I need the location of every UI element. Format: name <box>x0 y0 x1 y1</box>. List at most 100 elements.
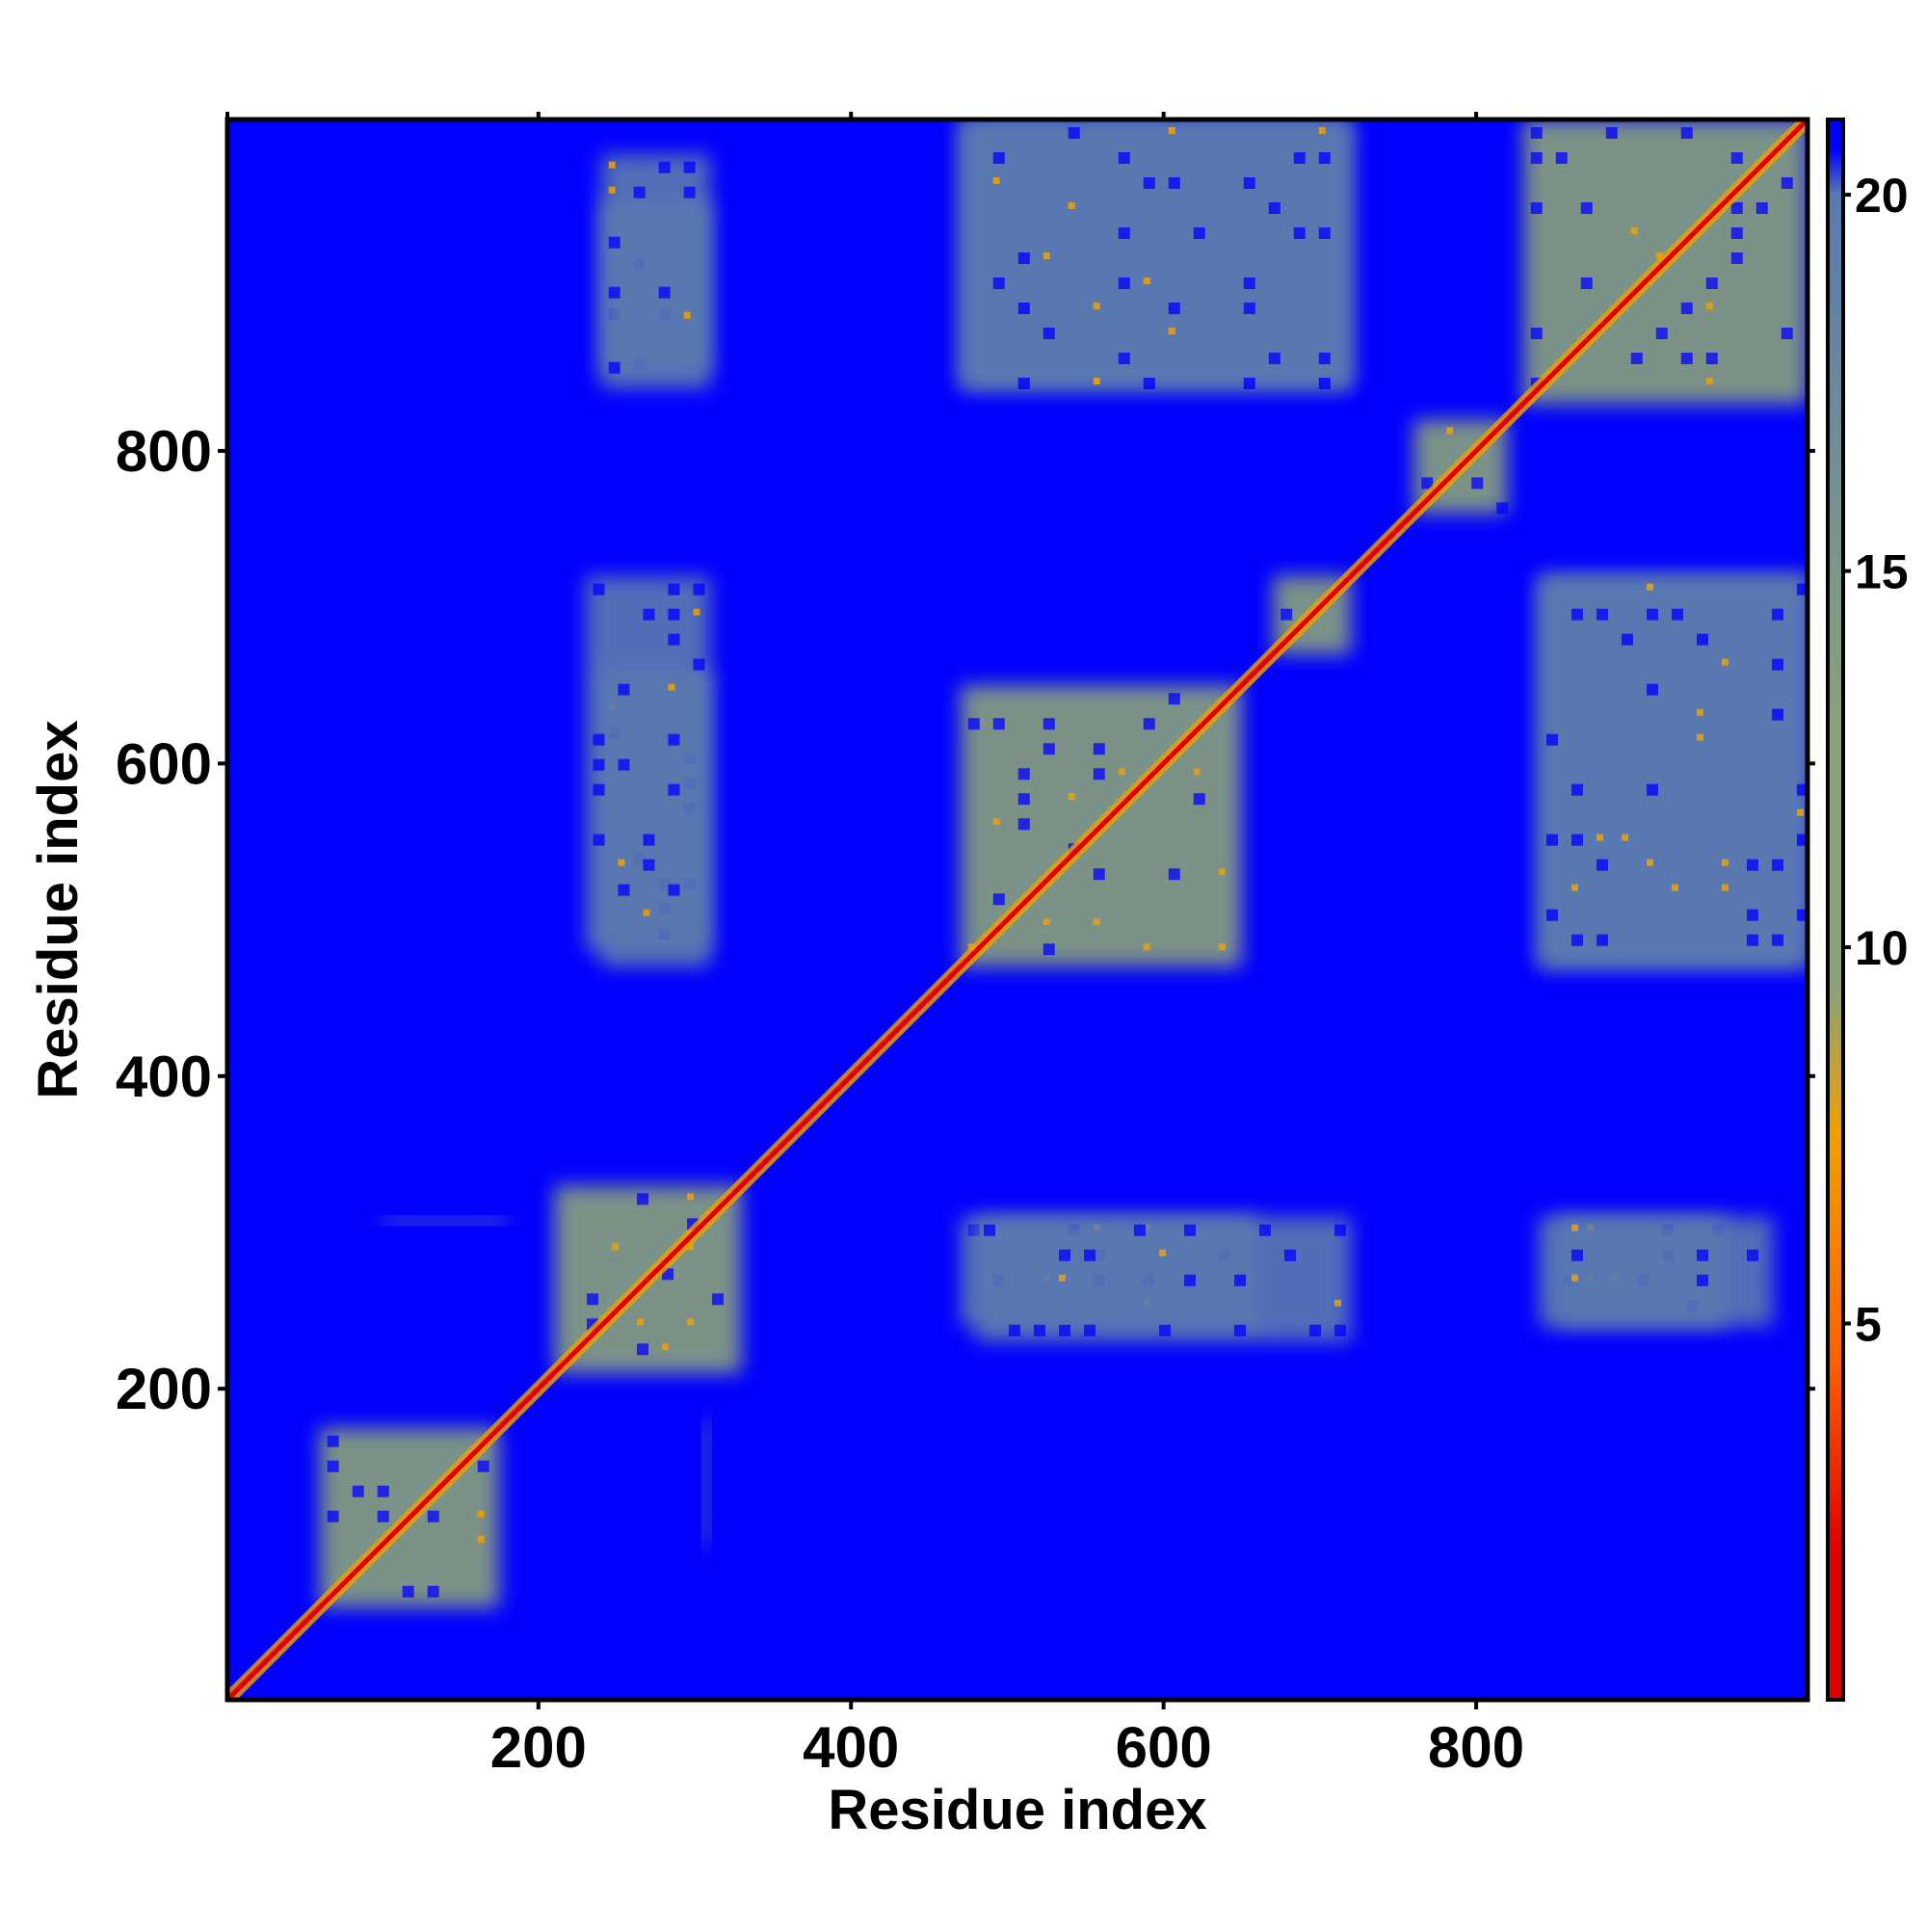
y-tick-label: 400 <box>116 1045 212 1109</box>
offdiag-block-4-gap <box>1284 1249 1297 1261</box>
domain-block-1-gap <box>327 1460 339 1472</box>
offdiag-block-5-gap <box>1571 834 1583 846</box>
domain-block-3-gap <box>1017 793 1030 806</box>
domain-block-6-gap <box>1781 328 1793 339</box>
offdiag-block-mirror-4-gap <box>668 608 680 621</box>
offdiag-block-4-hotspot <box>1159 1249 1167 1257</box>
offdiag-block-mirror-4-hotspot <box>693 608 700 616</box>
domain-block-2-hotspot <box>662 1343 670 1351</box>
offdiag-block-mirror-5-gap <box>1243 378 1255 389</box>
domain-block-3-hotspot <box>1193 768 1201 776</box>
offdiag-block-5-gap <box>1771 708 1783 721</box>
offdiag-block-4-gap <box>1334 1324 1347 1337</box>
domain-block-3-hotspot <box>1043 918 1050 926</box>
offdiag-block-mirror-6-hotspot <box>608 161 616 169</box>
offdiag-block-mirror-5-gap <box>1193 227 1205 239</box>
offdiag-block-5-hotspot <box>1721 884 1729 891</box>
offdiag-block-5-gap <box>1596 934 1608 946</box>
offdiag-block-mirror-5-hotspot <box>1168 328 1175 334</box>
offdiag-block-5-gap <box>1771 658 1783 671</box>
offdiag-block-5-gap <box>1646 683 1658 696</box>
domain-block-3-gap <box>1093 768 1105 781</box>
offdiag-block-mirror-5-gap <box>1243 303 1255 314</box>
domain-block-1-gap <box>377 1510 389 1522</box>
offdiag-block-5-gap <box>1746 934 1758 946</box>
domain-block-2-hotspot <box>687 1243 695 1251</box>
offdiag-block-mirror-5-gap <box>1043 328 1055 339</box>
domain-block-1-gap <box>402 1585 414 1598</box>
domain-block-6-gap <box>1530 152 1543 164</box>
offdiag-block-5-hotspot <box>1721 859 1729 866</box>
domain-block-1-gap <box>427 1585 439 1598</box>
offdiag-block-6-gap <box>1571 1249 1583 1261</box>
offdiag-block-4-gap <box>1184 1274 1197 1286</box>
offdiag-block-4-gap <box>1309 1324 1322 1337</box>
offdiag-block-4-hotspot <box>1059 1274 1067 1282</box>
domain-block-3-hotspot <box>1118 768 1125 776</box>
offdiag-block-mirror-4-gap <box>693 583 705 595</box>
offdiag-block-mirror-4-hotspot <box>643 909 650 916</box>
offdiag-block-mirror-5-gap <box>1318 152 1331 164</box>
offdiag-block-mirror-5-hotspot <box>1093 378 1100 384</box>
domain-block-3-gap <box>1168 868 1180 881</box>
offdiag-block-mirror-6-gap <box>658 161 671 173</box>
domain-block-3-gap <box>992 893 1005 906</box>
domain-block-1-hotspot <box>477 1535 485 1543</box>
offdiag-block-mirror-5-gap <box>1143 378 1155 389</box>
offdiag-block-mirror-6-hotspot <box>608 186 616 194</box>
domain-block-1-gap <box>477 1460 489 1472</box>
offdiag-block-mirror-7 <box>702 1419 711 1546</box>
offdiag-block-6-fill <box>1538 1216 1774 1327</box>
offdiag-block-5-hotspot <box>1596 834 1603 841</box>
offdiag-block-4-gap <box>1234 1274 1247 1286</box>
domain-block-6-gap <box>1655 328 1668 339</box>
domain-block-2-gap <box>637 1193 649 1205</box>
domain-block-6-gap <box>1705 353 1718 364</box>
offdiag-block-5-gap <box>1571 608 1583 621</box>
domain-block-1-gap <box>377 1485 389 1497</box>
offdiag-block-4-fill <box>976 1216 1352 1342</box>
domain-block-2-hotspot <box>687 1193 695 1201</box>
offdiag-block-mirror-4 <box>585 575 711 951</box>
offdiag-block-mirror-6-gap <box>633 186 646 198</box>
domain-block-6-hotspot <box>1655 252 1663 259</box>
y-axis-title: Residue index <box>27 720 90 1098</box>
offdiag-block-5-gap <box>1796 583 1808 595</box>
offdiag-block-4-gap <box>1009 1324 1021 1337</box>
y-tick-label: 200 <box>116 1357 212 1421</box>
domain-block-5-gap <box>1421 477 1434 490</box>
offdiag-block-4-gap <box>1159 1324 1172 1337</box>
offdiag-block-mirror-5-gap <box>1118 353 1130 364</box>
domain-block-3-gap <box>1043 743 1055 755</box>
offdiag-block-4-gap <box>1059 1324 1071 1337</box>
domain-block-3-gap <box>1017 768 1030 781</box>
colorbar-tick-label: 15 <box>1855 545 1909 599</box>
offdiag-block-5-gap <box>1746 859 1758 871</box>
offdiag-block-mirror-5-hotspot <box>1043 252 1050 259</box>
domain-block-1-gap <box>352 1485 364 1497</box>
colorbar-tick-label: 10 <box>1855 921 1909 975</box>
offdiag-block-5-gap <box>1646 608 1658 621</box>
domain-block-4-gap <box>1280 608 1293 621</box>
offdiag-block-mirror-5-gap <box>1118 227 1130 239</box>
offdiag-block-4 <box>976 1216 1352 1342</box>
x-axis: 200 400 600 800 <box>225 112 1524 1780</box>
offdiag-block-mirror-6-gap <box>658 286 671 299</box>
offdiag-block-mirror-5-gap <box>1168 177 1180 189</box>
offdiag-block-4-gap <box>1059 1249 1071 1261</box>
domain-block-6-gap <box>1580 202 1593 214</box>
domain-block-6-gap <box>1730 152 1743 164</box>
offdiag-block-mirror-5-hotspot <box>1093 303 1100 309</box>
heatmap-diagonal <box>227 119 1808 1700</box>
x-tick-label: 400 <box>803 1715 899 1780</box>
domain-block-3-gap <box>1143 718 1155 730</box>
offdiag-block-6-gap <box>1696 1274 1708 1286</box>
y-tick-label: 800 <box>116 419 212 484</box>
offdiag-block-mirror-4-gap <box>693 658 705 671</box>
offdiag-block-mirror-5-hotspot <box>1143 278 1150 284</box>
y-tick-label: 600 <box>116 731 212 796</box>
offdiag-block-mirror-4-gap <box>593 783 605 796</box>
offdiag-block-5-gap <box>1545 733 1558 746</box>
domain-block-6-gap <box>1605 127 1618 139</box>
offdiag-block-5-gap <box>1796 834 1808 846</box>
